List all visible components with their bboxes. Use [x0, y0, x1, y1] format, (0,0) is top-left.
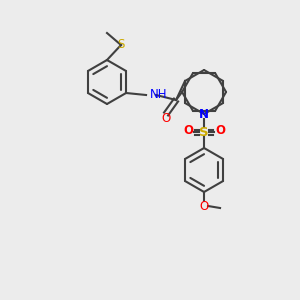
- Text: S: S: [199, 125, 209, 139]
- Text: N: N: [199, 107, 209, 121]
- Text: O: O: [215, 124, 225, 137]
- Text: O: O: [183, 124, 193, 137]
- Text: O: O: [161, 112, 171, 125]
- Text: O: O: [200, 200, 209, 212]
- Text: NH: NH: [150, 88, 168, 101]
- Text: S: S: [117, 38, 125, 52]
